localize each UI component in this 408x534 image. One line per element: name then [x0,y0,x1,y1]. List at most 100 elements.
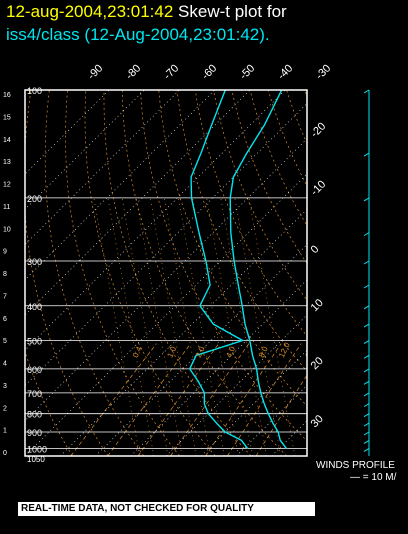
height-tick-label: 1 [3,428,7,435]
isotherm-line [25,90,145,210]
dry-adiabat-line [25,350,73,456]
winds-profile-label: WINDS PROFILE [316,460,395,471]
pressure-bottom-label: 1050 [27,455,45,464]
plot-frame [24,89,308,457]
wind-barb [363,368,370,373]
dry-adiabat-line [103,90,252,456]
dry-adiabat-line [304,90,307,98]
dewpoint-trace [188,90,249,449]
mixing-ratio-line [107,343,191,456]
height-tick-label: 4 [3,361,7,368]
top-temperature-label: -50 [238,62,258,82]
moist-adiabat-line [234,197,282,456]
dry-adiabat-line [360,90,408,456]
right-temperature-label: -20 [309,120,329,140]
dry-adiabat-line [249,90,307,227]
station-name: iss4/class (12-Aug-2004,23:01:42). [6,25,270,44]
isotherm-line [306,455,307,456]
dry-adiabat-line [378,90,408,456]
wind-barb [363,284,370,289]
dry-adiabat-line [194,90,307,337]
moist-adiabat-line [93,197,141,456]
height-tick-label: 2 [3,405,7,412]
height-tick-label: 14 [3,137,11,144]
mixing-ratio-label: 4.0 [224,345,237,359]
height-tick-label: 10 [3,226,11,233]
quality-notice-banner: REAL-TIME DATA, NOT CHECKED FOR QUALITY [18,502,315,516]
height-tick-label: 8 [3,271,7,278]
mixing-ratio-label: 8.0 [257,345,270,359]
mixing-ratio-label: 20 [304,347,316,359]
dry-adiabat-line [44,90,145,456]
height-tick-label: 16 [3,92,11,99]
moist-adiabat-line [220,197,267,456]
sounding-datetime: 12-aug-2004,23:01:42 [6,2,174,21]
isotherm-line [271,420,307,456]
height-tick-label: 12 [3,182,11,189]
dry-adiabat-line [121,90,288,456]
dry-adiabat-line [286,90,307,145]
wind-barb [363,89,370,94]
pressure-tick-label: 100 [27,86,42,96]
wind-barb [363,439,370,444]
height-tick-label: 6 [3,316,7,323]
top-temperature-label: -70 [162,62,182,82]
wind-barb [363,413,370,418]
moist-adiabat-line [121,197,169,456]
height-tick-label: 5 [3,338,7,345]
mixing-ratio-line [255,374,307,456]
temperature-trace [229,90,287,449]
right-temperature-label: 20 [309,355,326,372]
top-temperature-label: -40 [276,62,296,82]
pressure-tick-label: 200 [27,194,42,204]
right-temperature-label: -10 [309,178,329,198]
wind-barb [363,260,370,265]
plot-area: 0.41.02.04.08.012.020283236 [25,90,408,456]
pressure-tick-label: 800 [27,410,42,420]
mixing-ratio-label: 0.4 [131,345,144,359]
moist-adiabat-line [107,197,155,456]
mixing-ratio-line [170,343,250,456]
moist-adiabat-line [248,197,296,456]
dry-adiabat-line [176,90,307,372]
wind-barb [363,323,370,328]
height-tick-label: 9 [3,249,7,256]
wind-barb [363,197,370,202]
top-temperature-label: -30 [314,62,334,82]
moist-adiabat-line [163,197,211,456]
wind-barb [363,392,370,397]
wind-barb [363,422,370,427]
right-temperature-label: 30 [309,413,326,430]
pressure-tick-label: 400 [27,302,42,312]
pressure-tick-label: 1000 [27,444,47,454]
dry-adiabat-line [323,90,408,456]
moist-adiabat-line [149,197,197,456]
height-tick-label: 11 [3,204,10,211]
pressure-tick-label: 600 [27,365,42,375]
height-tick-label: 7 [3,293,7,300]
right-temperature-label: 10 [309,297,326,314]
wind-barb [363,340,370,344]
pressure-tick-label: 500 [27,337,42,347]
top-temperature-label: -60 [200,62,220,82]
plot-title-line-1: 12-aug-2004,23:01:42 Skew-t plot for [6,2,287,22]
height-tick-label: 13 [3,159,11,166]
dry-adiabat-line [158,90,307,407]
mixing-ratio-label: 12.0 [277,341,292,359]
mixing-ratio-line [205,343,282,456]
wind-barb [363,232,370,237]
dry-adiabat-line [65,90,180,456]
wind-barb [363,380,370,385]
dry-adiabat-line [25,90,109,456]
mixing-ratio-label: 1.0 [165,345,178,359]
dry-adiabat-line [267,90,307,187]
moist-adiabat-line [135,197,183,456]
dry-adiabat-line [341,90,408,456]
right-temperature-label: 0 [309,243,322,256]
wind-barb [363,152,370,157]
winds-scale-label: — = 10 M/ [350,472,397,483]
mixing-ratio-label: 2.0 [194,345,207,359]
pressure-tick-label: 900 [27,428,42,438]
dry-adiabat-line [396,90,408,456]
